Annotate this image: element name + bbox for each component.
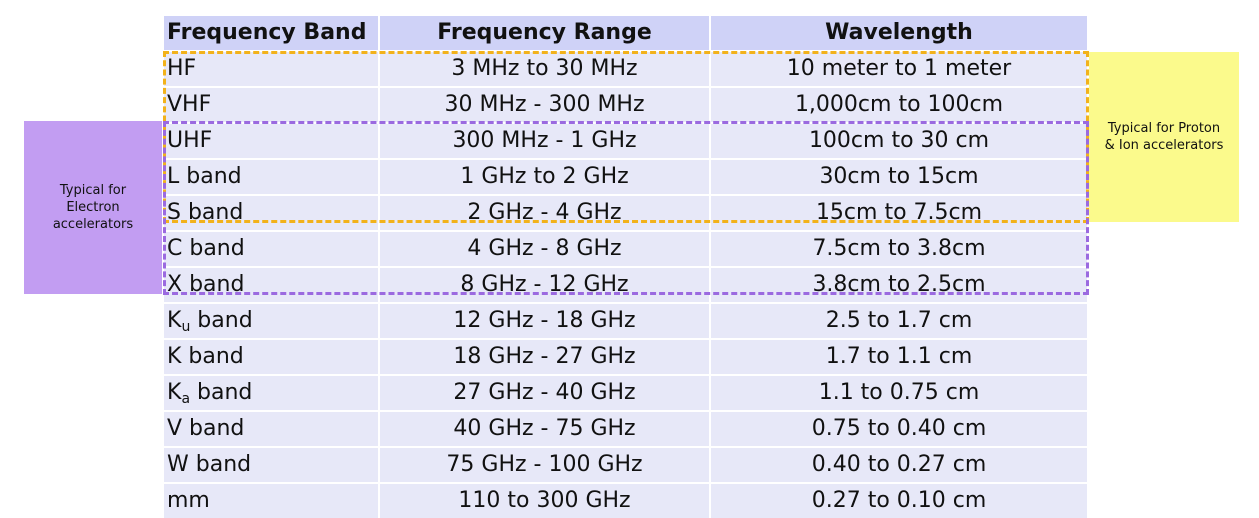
wavelength-cell: 2.5 to 1.7 cm [710, 302, 1087, 339]
electron-note-line-1: Typical for [59, 183, 127, 198]
proton-note-line-2: & Ion accelerators [1104, 138, 1224, 153]
table-row: UHF 300 MHz - 1 GHz 100cm to 30 cm [164, 122, 1087, 159]
band-letter: K [167, 308, 182, 333]
wavelength-cell: 0.27 to 0.10 cm [710, 482, 1087, 518]
range-cell: 18 GHz - 27 GHz [379, 338, 711, 375]
range-cell: 30 MHz - 300 MHz [379, 86, 711, 123]
range-cell: 3 MHz to 30 MHz [379, 50, 711, 87]
band-suffix: band [190, 308, 253, 333]
wavelength-cell: 30cm to 15cm [710, 158, 1087, 195]
range-cell: 75 GHz - 100 GHz [379, 446, 711, 483]
range-cell: 27 GHz - 40 GHz [379, 374, 711, 411]
table-row: L band 1 GHz to 2 GHz 30cm to 15cm [164, 158, 1087, 195]
wavelength-cell: 100cm to 30 cm [710, 122, 1087, 159]
band-subscript: u [181, 319, 191, 335]
range-cell: 12 GHz - 18 GHz [379, 302, 711, 339]
band-cell: Ku band [164, 302, 380, 339]
range-cell: 4 GHz - 8 GHz [379, 230, 711, 267]
band-subscript: a [181, 391, 191, 407]
wavelength-cell: 15cm to 7.5cm [710, 194, 1087, 231]
electron-accelerators-note: Typical for Electron accelerators [24, 121, 162, 294]
range-cell: 8 GHz - 12 GHz [379, 266, 711, 303]
band-cell: VHF [164, 86, 380, 123]
band-cell: mm [164, 482, 380, 518]
range-cell: 2 GHz - 4 GHz [379, 194, 711, 231]
proton-ion-accelerators-note: Typical for Proton & Ion accelerators [1089, 52, 1239, 222]
table-row: X band 8 GHz - 12 GHz 3.8cm to 2.5cm [164, 266, 1087, 303]
table-row: Ka band 27 GHz - 40 GHz 1.1 to 0.75 cm [164, 374, 1087, 411]
header-frequency-band: Frequency Band [164, 16, 380, 51]
range-cell: 300 MHz - 1 GHz [379, 122, 711, 159]
wavelength-cell: 10 meter to 1 meter [710, 50, 1087, 87]
band-cell: UHF [164, 122, 380, 159]
wavelength-cell: 7.5cm to 3.8cm [710, 230, 1087, 267]
range-cell: 1 GHz to 2 GHz [379, 158, 711, 195]
range-cell: 110 to 300 GHz [379, 482, 711, 518]
table-row: W band 75 GHz - 100 GHz 0.40 to 0.27 cm [164, 446, 1087, 483]
wavelength-cell: 1.1 to 0.75 cm [710, 374, 1087, 411]
band-suffix: band [190, 380, 253, 405]
range-cell: 40 GHz - 75 GHz [379, 410, 711, 447]
wavelength-cell: 0.40 to 0.27 cm [710, 446, 1087, 483]
table-row: mm 110 to 300 GHz 0.27 to 0.10 cm [164, 482, 1087, 518]
table-row: HF 3 MHz to 30 MHz 10 meter to 1 meter [164, 50, 1087, 87]
table-row: Ku band 12 GHz - 18 GHz 2.5 to 1.7 cm [164, 302, 1087, 339]
wavelength-cell: 3.8cm to 2.5cm [710, 266, 1087, 303]
proton-note-line-1: Typical for Proton [1107, 121, 1221, 136]
table-row: S band 2 GHz - 4 GHz 15cm to 7.5cm [164, 194, 1087, 231]
table-row: C band 4 GHz - 8 GHz 7.5cm to 3.8cm [164, 230, 1087, 267]
electron-note-line-2: Electron [66, 200, 120, 215]
wavelength-cell: 1,000cm to 100cm [710, 86, 1087, 123]
band-cell: L band [164, 158, 380, 195]
band-cell: K band [164, 338, 380, 375]
frequency-band-table: Frequency Band Frequency Range Wavelengt… [164, 16, 1087, 518]
band-cell: C band [164, 230, 380, 267]
table-row: VHF 30 MHz - 300 MHz 1,000cm to 100cm [164, 86, 1087, 123]
band-cell: S band [164, 194, 380, 231]
band-cell: W band [164, 446, 380, 483]
table-row: V band 40 GHz - 75 GHz 0.75 to 0.40 cm [164, 410, 1087, 447]
band-cell: HF [164, 50, 380, 87]
band-cell: X band [164, 266, 380, 303]
header-wavelength: Wavelength [710, 16, 1087, 51]
wavelength-cell: 0.75 to 0.40 cm [710, 410, 1087, 447]
band-cell: V band [164, 410, 380, 447]
header-frequency-range: Frequency Range [379, 16, 711, 51]
band-cell: Ka band [164, 374, 380, 411]
wavelength-cell: 1.7 to 1.1 cm [710, 338, 1087, 375]
table-row: K band 18 GHz - 27 GHz 1.7 to 1.1 cm [164, 338, 1087, 375]
table-header-row: Frequency Band Frequency Range Wavelengt… [164, 16, 1087, 51]
band-letter: K [167, 380, 182, 405]
electron-note-line-3: accelerators [52, 217, 134, 232]
